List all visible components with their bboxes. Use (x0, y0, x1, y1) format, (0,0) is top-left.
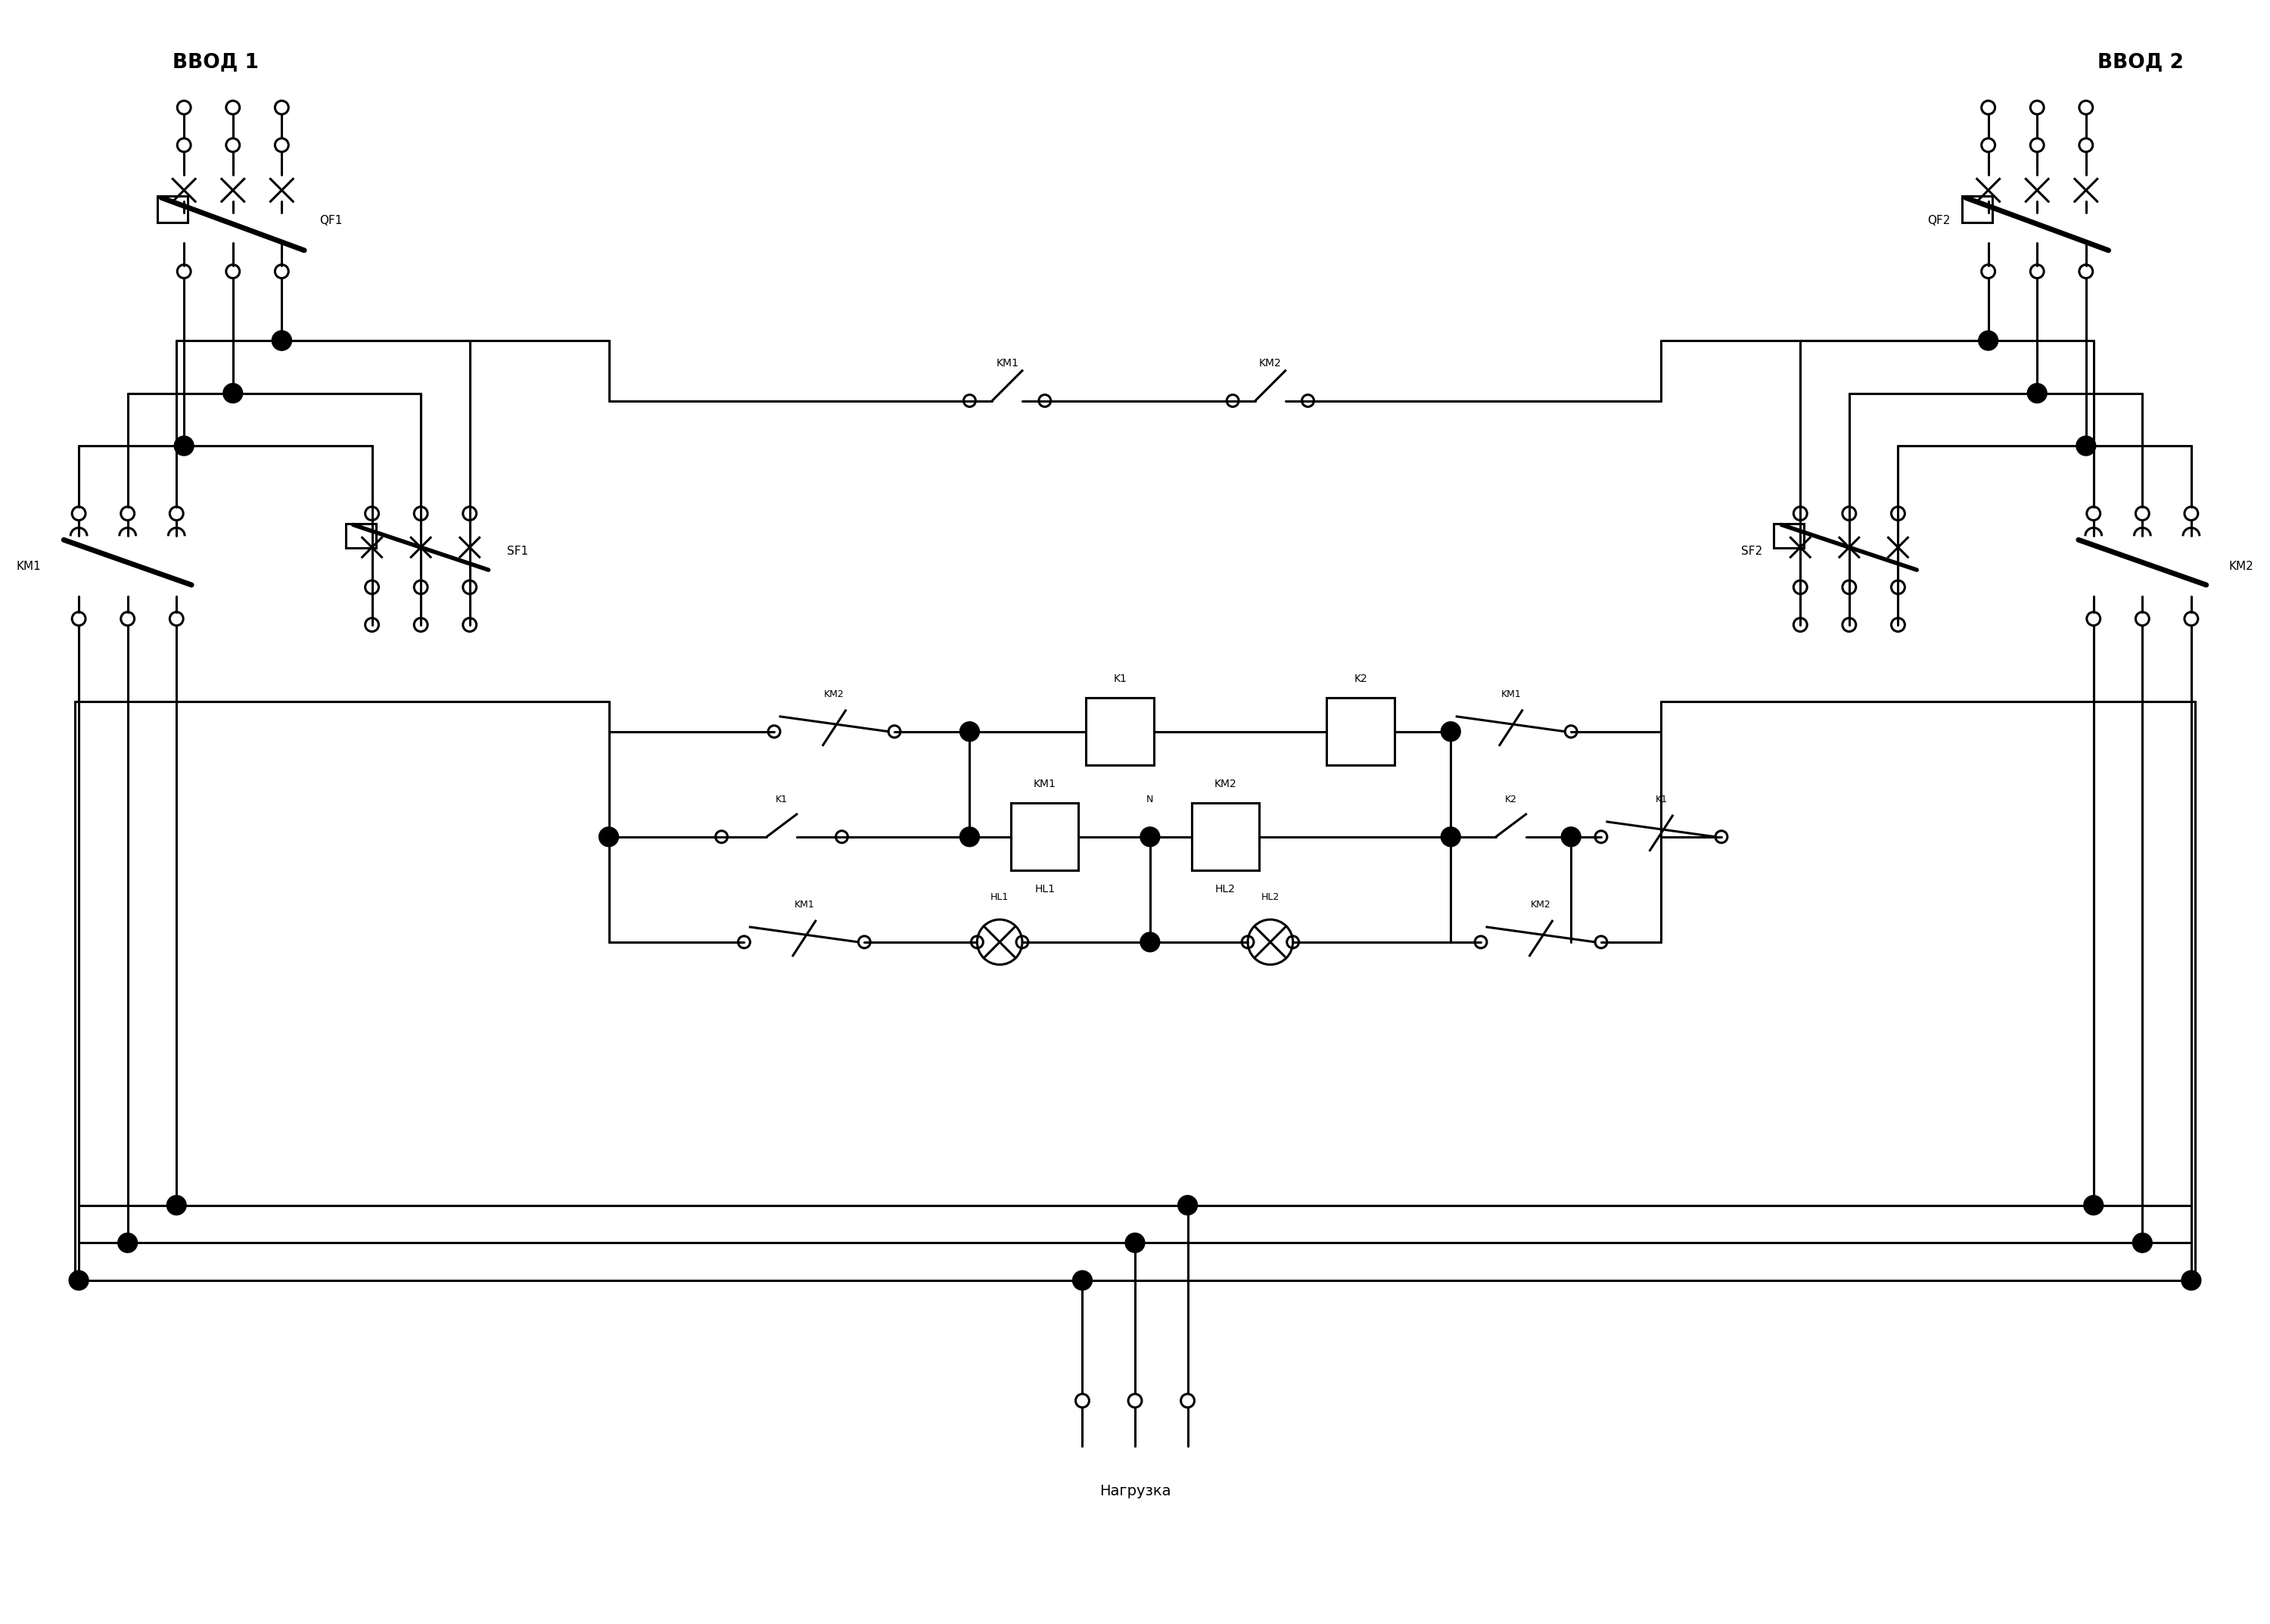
Bar (1961, 197, 1993, 222)
Text: QF2: QF2 (1927, 214, 1950, 226)
Text: KM2: KM2 (824, 689, 844, 698)
Text: ВВОД 2: ВВОД 2 (2097, 52, 2184, 71)
Text: K1: K1 (1655, 794, 1666, 804)
Circle shape (599, 827, 617, 846)
Text: HL1: HL1 (1035, 883, 1056, 895)
Circle shape (175, 437, 193, 456)
Text: KM1: KM1 (794, 900, 815, 909)
Circle shape (1140, 932, 1160, 952)
Text: Нагрузка: Нагрузка (1099, 1484, 1171, 1497)
Circle shape (960, 721, 978, 741)
Bar (1085, 698, 1153, 765)
Circle shape (2181, 1270, 2202, 1289)
Bar (1010, 802, 1078, 870)
Text: ВВОД 1: ВВОД 1 (173, 52, 259, 71)
Circle shape (2132, 1233, 2152, 1252)
Circle shape (960, 827, 978, 846)
Text: KM1: KM1 (1033, 780, 1056, 789)
Circle shape (1074, 1270, 1092, 1289)
Bar (345, 525, 377, 547)
Text: K1: K1 (776, 794, 788, 804)
Text: KM1: KM1 (997, 357, 1019, 369)
Text: K2: K2 (1353, 674, 1367, 684)
Circle shape (1441, 721, 1460, 741)
Bar (157, 197, 188, 222)
Text: HL2: HL2 (1214, 883, 1235, 895)
Text: KM1: KM1 (16, 560, 41, 572)
Circle shape (272, 331, 291, 351)
Bar (1192, 802, 1260, 870)
Circle shape (1126, 1233, 1144, 1252)
Circle shape (118, 1233, 138, 1252)
Text: HL2: HL2 (1262, 892, 1280, 901)
Circle shape (166, 1195, 186, 1215)
Circle shape (1178, 1195, 1196, 1215)
Circle shape (1979, 331, 1998, 351)
Text: KM2: KM2 (2229, 560, 2254, 572)
Text: K2: K2 (1505, 794, 1516, 804)
Text: KM1: KM1 (1500, 689, 1521, 698)
Text: SF2: SF2 (1741, 546, 1764, 557)
Circle shape (2084, 1195, 2104, 1215)
Text: QF1: QF1 (320, 214, 343, 226)
Circle shape (68, 1270, 89, 1289)
Bar (1326, 698, 1394, 765)
Text: KM2: KM2 (1530, 900, 1550, 909)
Text: SF1: SF1 (506, 546, 529, 557)
Circle shape (2077, 437, 2095, 456)
Circle shape (1562, 827, 1580, 846)
Circle shape (1441, 827, 1460, 846)
Text: KM2: KM2 (1214, 780, 1237, 789)
Text: HL1: HL1 (990, 892, 1008, 901)
Circle shape (1140, 827, 1160, 846)
Circle shape (272, 331, 291, 351)
Text: N: N (1146, 794, 1153, 804)
Text: KM2: KM2 (1260, 357, 1283, 369)
Bar (1773, 525, 1805, 547)
Text: K1: K1 (1112, 674, 1126, 684)
Circle shape (2027, 383, 2048, 403)
Circle shape (222, 383, 243, 403)
